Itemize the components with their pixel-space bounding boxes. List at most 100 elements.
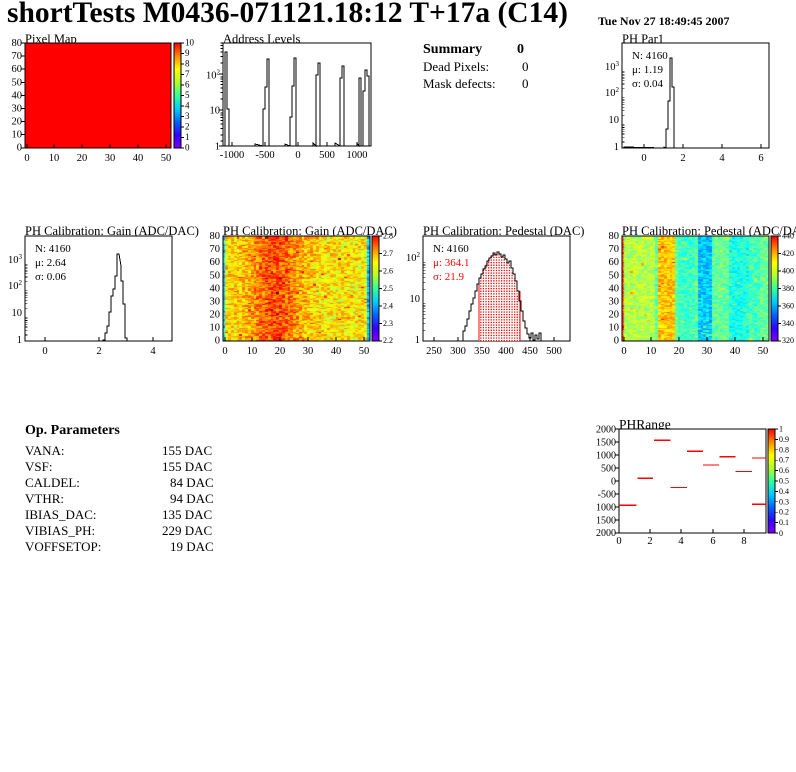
svg-text:102: 102	[605, 86, 620, 99]
svg-text:μ: 1.19: μ: 1.19	[632, 64, 663, 76]
svg-text:0.9: 0.9	[779, 435, 789, 444]
svg-text:1: 1	[614, 142, 619, 153]
svg-text:450: 450	[522, 346, 538, 357]
svg-text:40: 40	[730, 346, 741, 357]
svg-text:20: 20	[12, 117, 23, 128]
svg-text:1500: 1500	[596, 438, 616, 449]
svg-text:4: 4	[185, 101, 190, 111]
svg-text:-1000: -1000	[220, 150, 245, 161]
svg-text:0.5: 0.5	[779, 477, 789, 486]
svg-text:2.6: 2.6	[383, 267, 393, 276]
svg-text:350: 350	[474, 346, 490, 357]
svg-text:7: 7	[185, 69, 190, 79]
svg-text:20: 20	[674, 346, 685, 357]
svg-text:1: 1	[779, 425, 783, 434]
svg-text:10: 10	[12, 308, 23, 319]
svg-text:0: 0	[215, 336, 220, 347]
svg-text:10: 10	[49, 153, 60, 164]
svg-text:0: 0	[295, 150, 300, 161]
svg-text:60: 60	[609, 257, 620, 268]
svg-text:80: 80	[210, 231, 221, 242]
svg-text:40: 40	[133, 153, 144, 164]
svg-text:10: 10	[410, 294, 421, 305]
svg-text:2.3: 2.3	[383, 319, 393, 328]
svg-text:2.4: 2.4	[383, 302, 393, 311]
svg-text:70: 70	[210, 244, 221, 255]
svg-text:10: 10	[210, 323, 221, 334]
svg-text:20: 20	[275, 346, 286, 357]
svg-text:-500: -500	[598, 490, 616, 501]
svg-text:50: 50	[758, 346, 769, 357]
svg-text:10: 10	[609, 323, 620, 334]
svg-text:50: 50	[359, 346, 370, 357]
svg-text:500: 500	[601, 464, 616, 475]
svg-text:0.7: 0.7	[779, 456, 789, 465]
svg-text:2: 2	[185, 122, 190, 132]
svg-text:1: 1	[185, 132, 190, 142]
svg-text:320: 320	[782, 336, 794, 345]
svg-text:5: 5	[185, 90, 190, 100]
svg-text:0: 0	[611, 477, 616, 488]
svg-text:2.8: 2.8	[383, 232, 393, 241]
svg-text:2.7: 2.7	[383, 249, 393, 258]
svg-text:300: 300	[450, 346, 466, 357]
svg-text:40: 40	[609, 283, 620, 294]
svg-text:3: 3	[185, 111, 190, 121]
svg-text:30: 30	[210, 297, 221, 308]
svg-text:30: 30	[105, 153, 116, 164]
svg-text:2: 2	[647, 536, 652, 547]
svg-text:1000: 1000	[596, 503, 616, 514]
svg-text:6: 6	[710, 536, 715, 547]
svg-text:2000: 2000	[596, 425, 616, 436]
svg-text:2.5: 2.5	[383, 284, 393, 293]
svg-text:0: 0	[621, 346, 626, 357]
svg-text:2: 2	[96, 346, 101, 357]
svg-text:0: 0	[779, 529, 783, 538]
svg-text:440: 440	[782, 232, 794, 241]
svg-text:0.8: 0.8	[779, 445, 789, 454]
svg-text:20: 20	[77, 153, 88, 164]
svg-text:0: 0	[616, 536, 621, 547]
svg-text:60: 60	[210, 257, 221, 268]
svg-text:340: 340	[782, 319, 794, 328]
svg-text:10: 10	[247, 346, 258, 357]
svg-text:0.3: 0.3	[779, 497, 789, 506]
svg-text:80: 80	[609, 231, 620, 242]
svg-text:10: 10	[646, 346, 657, 357]
svg-text:4: 4	[719, 153, 725, 164]
svg-text:40: 40	[12, 90, 23, 101]
svg-text:50: 50	[210, 270, 221, 281]
svg-text:500: 500	[546, 346, 562, 357]
svg-text:-500: -500	[255, 150, 274, 161]
svg-text:1000: 1000	[347, 150, 368, 161]
svg-text:50: 50	[12, 77, 23, 88]
svg-text:2000: 2000	[596, 528, 616, 539]
svg-text:8: 8	[741, 536, 746, 547]
svg-text:0.6: 0.6	[779, 466, 789, 475]
svg-text:40: 40	[210, 283, 221, 294]
svg-text:10: 10	[185, 38, 195, 48]
svg-text:400: 400	[782, 267, 794, 276]
svg-text:0: 0	[42, 346, 47, 357]
svg-text:σ: 0.06: σ: 0.06	[35, 271, 66, 283]
svg-text:9: 9	[185, 48, 190, 58]
svg-text:80: 80	[12, 38, 23, 49]
svg-text:0.4: 0.4	[779, 487, 789, 496]
svg-text:0: 0	[24, 153, 29, 164]
svg-text:20: 20	[210, 310, 221, 321]
svg-text:μ: 364.1: μ: 364.1	[433, 257, 469, 269]
svg-text:103: 103	[605, 60, 620, 73]
svg-text:10: 10	[210, 106, 221, 117]
svg-text:30: 30	[12, 104, 23, 115]
svg-text:0: 0	[614, 336, 619, 347]
svg-text:4: 4	[678, 536, 684, 547]
svg-text:2: 2	[680, 153, 685, 164]
svg-text:0: 0	[641, 153, 646, 164]
svg-text:10: 10	[12, 130, 23, 141]
svg-text:σ: 21.9: σ: 21.9	[433, 271, 464, 283]
svg-text:102: 102	[406, 251, 421, 264]
svg-text:102: 102	[206, 69, 221, 82]
svg-text:10: 10	[609, 115, 620, 126]
svg-text:1: 1	[17, 335, 22, 346]
svg-text:70: 70	[12, 51, 23, 62]
